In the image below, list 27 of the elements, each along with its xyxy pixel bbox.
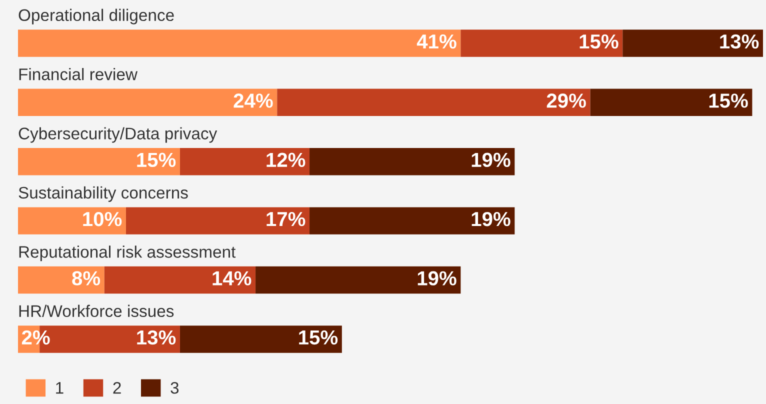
y-tick-label: Cybersecurity/Data privacy xyxy=(18,127,218,143)
data-label: 15% xyxy=(709,94,748,108)
data-label: 41% xyxy=(416,34,456,49)
data-label: 29% xyxy=(546,94,586,108)
legend-label: 3 xyxy=(170,382,179,394)
data-label: 24% xyxy=(234,94,273,108)
y-tick-label: Reputational risk assessment xyxy=(19,246,236,262)
data-label: 19% xyxy=(472,212,510,226)
data-label: 13% xyxy=(137,330,176,345)
y-tick-label: Operational diligence xyxy=(18,8,174,24)
data-label: 14% xyxy=(212,271,252,286)
data-label: 19% xyxy=(418,271,456,286)
y-tick-label: HR/Workforce issues xyxy=(19,304,174,318)
data-label: 2% xyxy=(22,330,50,345)
data-label: 15% xyxy=(580,34,618,49)
y-tick-label: Sustainability concerns xyxy=(18,186,188,202)
legend-label: 2 xyxy=(113,382,121,394)
data-label: 13% xyxy=(720,34,759,49)
data-label: 15% xyxy=(299,330,338,345)
data-label: 12% xyxy=(266,152,306,167)
data-label: 10% xyxy=(83,212,122,226)
y-tick-label: Financial review xyxy=(19,68,138,80)
data-label: 19% xyxy=(472,152,510,168)
legend-label: 1 xyxy=(56,382,64,394)
data-label: 17% xyxy=(266,212,306,226)
data-label: 15% xyxy=(137,152,176,168)
data-label: 8% xyxy=(72,271,100,286)
